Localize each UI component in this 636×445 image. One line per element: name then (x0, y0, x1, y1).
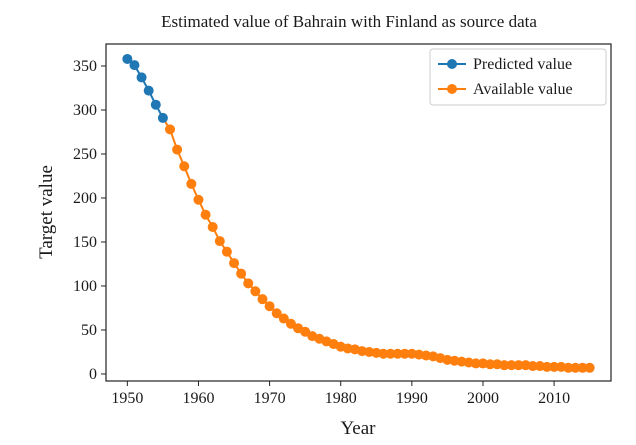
data-point (506, 360, 517, 371)
data-point (150, 99, 161, 110)
x-tick-label: 1950 (111, 390, 143, 407)
data-point (577, 362, 588, 373)
y-tick-label: 50 (81, 322, 97, 339)
data-point (257, 294, 268, 305)
y-tick-label: 200 (73, 190, 97, 207)
data-point (214, 236, 225, 247)
x-axis-label: Year (340, 418, 376, 439)
data-point (143, 85, 154, 96)
data-point (399, 348, 410, 359)
x-axis: 1950 1960 1970 1980 1990 2000 2010 (111, 381, 570, 407)
data-point (193, 194, 204, 205)
x-tick-label: 1960 (182, 390, 214, 407)
legend-label: Predicted value (473, 56, 572, 73)
data-point (200, 209, 211, 220)
data-point (172, 144, 183, 155)
series-predicted-value (122, 53, 168, 123)
data-point (236, 268, 247, 279)
legend-marker (447, 84, 457, 94)
data-point (264, 301, 275, 312)
legend-label: Available value (473, 81, 573, 98)
y-tick-label: 350 (73, 58, 97, 75)
data-point (385, 348, 396, 359)
data-point (563, 362, 574, 373)
y-tick-label: 150 (73, 234, 97, 251)
data-point (250, 286, 261, 297)
y-axis: 0 50 100 150 200 250 300 350 (73, 58, 106, 383)
data-point (136, 72, 147, 83)
data-point (485, 359, 496, 370)
y-tick-label: 0 (89, 366, 97, 383)
legend-box (429, 48, 607, 106)
data-point (378, 348, 389, 359)
plot-frame (105, 43, 612, 382)
data-point (392, 348, 403, 359)
data-point (470, 358, 481, 369)
y-tick-label: 250 (73, 146, 97, 163)
data-point (513, 360, 524, 371)
data-point (207, 222, 218, 233)
data-point (157, 112, 168, 123)
data-point (179, 161, 190, 172)
data-point (584, 362, 595, 373)
data-point (129, 60, 140, 71)
data-point (549, 361, 560, 372)
x-tick-label: 1970 (254, 390, 286, 407)
x-tick-label: 1990 (396, 390, 428, 407)
data-point (499, 360, 510, 371)
data-point (541, 361, 552, 372)
x-tick-label: 2000 (467, 390, 499, 407)
legend: Predicted value Available value (429, 48, 607, 106)
data-point (186, 178, 197, 189)
data-point (165, 124, 176, 135)
data-point (122, 53, 133, 64)
y-tick-label: 300 (73, 102, 97, 119)
chart-title: Estimated value of Bahrain with Finland … (161, 12, 537, 31)
series-layer (122, 53, 595, 373)
series-line (162, 117, 590, 369)
data-point (229, 258, 240, 269)
data-point (271, 308, 282, 319)
data-point (527, 361, 538, 372)
y-axis-label: Target value (36, 165, 57, 259)
series-available-value (162, 117, 595, 373)
y-tick-label: 100 (73, 278, 97, 295)
data-point (570, 362, 581, 373)
data-point (221, 246, 232, 257)
x-tick-label: 1980 (325, 390, 357, 407)
x-tick-label: 2010 (538, 390, 570, 407)
legend-marker (447, 59, 457, 69)
data-point (278, 313, 289, 324)
data-point (243, 278, 254, 289)
